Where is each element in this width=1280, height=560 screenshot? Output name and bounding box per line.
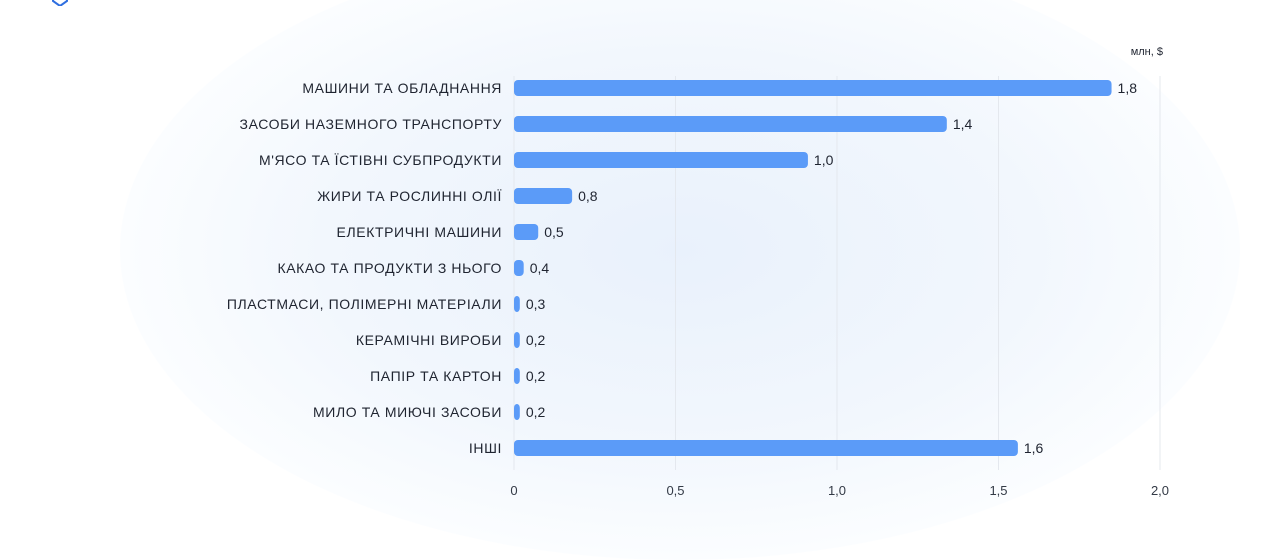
bar bbox=[514, 332, 520, 348]
grid-lines bbox=[513, 76, 1161, 470]
category-label: КАКАО ТА ПРОДУКТИ З НЬОГО bbox=[277, 260, 502, 276]
value-labels: 1,8 1,4 1,0 0,8 0,5 0,4 0,3 0,2 0,2 0,2 1,6 bbox=[526, 80, 1137, 456]
bar-chart: МАШИНИ ТА ОБЛАДНАННЯ ЗАСОБИ НАЗЕМНОГО ТРА… bbox=[227, 46, 1169, 498]
category-label: ЗАСОБИ НАЗЕМНОГО ТРАНСПОРТУ bbox=[240, 116, 502, 132]
value-label: 1,4 bbox=[953, 116, 973, 132]
value-label: 0,3 bbox=[526, 296, 546, 312]
value-label: 1,0 bbox=[814, 152, 834, 168]
x-tick-label: 1,5 bbox=[989, 483, 1007, 498]
bar bbox=[514, 80, 1112, 96]
value-label: 0,5 bbox=[544, 224, 564, 240]
value-label: 0,4 bbox=[530, 260, 550, 276]
category-labels: МАШИНИ ТА ОБЛАДНАННЯ ЗАСОБИ НАЗЕМНОГО ТРА… bbox=[227, 80, 502, 456]
category-label: ПЛАСТМАСИ, ПОЛІМЕРНІ МАТЕРІАЛИ bbox=[227, 296, 502, 312]
value-label: 0,2 bbox=[526, 332, 546, 348]
value-label: 0,2 bbox=[526, 404, 546, 420]
category-label: М'ЯСО ТА ЇСТІВНІ СУБПРОДУКТИ bbox=[259, 152, 502, 168]
bar bbox=[514, 440, 1018, 456]
x-tick-label: 0,5 bbox=[666, 483, 684, 498]
x-tick-label: 1,0 bbox=[828, 483, 846, 498]
category-label: ІНШІ bbox=[469, 440, 502, 456]
x-tick-label: 2,0 bbox=[1151, 483, 1169, 498]
bar bbox=[514, 152, 808, 168]
value-label: 0,2 bbox=[526, 368, 546, 384]
category-label: ЕЛЕКТРИЧНІ МАШИНИ bbox=[337, 224, 502, 240]
category-label: КЕРАМІЧНІ ВИРОБИ bbox=[356, 332, 502, 348]
value-label: 0,8 bbox=[578, 188, 598, 204]
bars bbox=[514, 80, 1112, 456]
bar bbox=[514, 260, 524, 276]
x-tick-label: 0 bbox=[510, 483, 517, 498]
category-label: ПАПІР ТА КАРТОН bbox=[370, 368, 502, 384]
category-label: МИЛО ТА МИЮЧІ ЗАСОБИ bbox=[313, 404, 502, 420]
bar bbox=[514, 116, 947, 132]
category-label: ЖИРИ ТА РОСЛИННІ ОЛІЇ bbox=[317, 188, 502, 204]
bar bbox=[514, 368, 520, 384]
value-label: 1,8 bbox=[1118, 80, 1138, 96]
bar bbox=[514, 224, 539, 240]
bar bbox=[514, 404, 520, 420]
x-axis-ticks: 0 0,5 1,0 1,5 2,0 bbox=[510, 483, 1169, 498]
value-label: 1,6 bbox=[1024, 440, 1044, 456]
category-label: МАШИНИ ТА ОБЛАДНАННЯ bbox=[302, 80, 502, 96]
bar bbox=[514, 188, 573, 204]
unit-label: млн, $ bbox=[1131, 46, 1163, 58]
bar bbox=[514, 296, 520, 312]
